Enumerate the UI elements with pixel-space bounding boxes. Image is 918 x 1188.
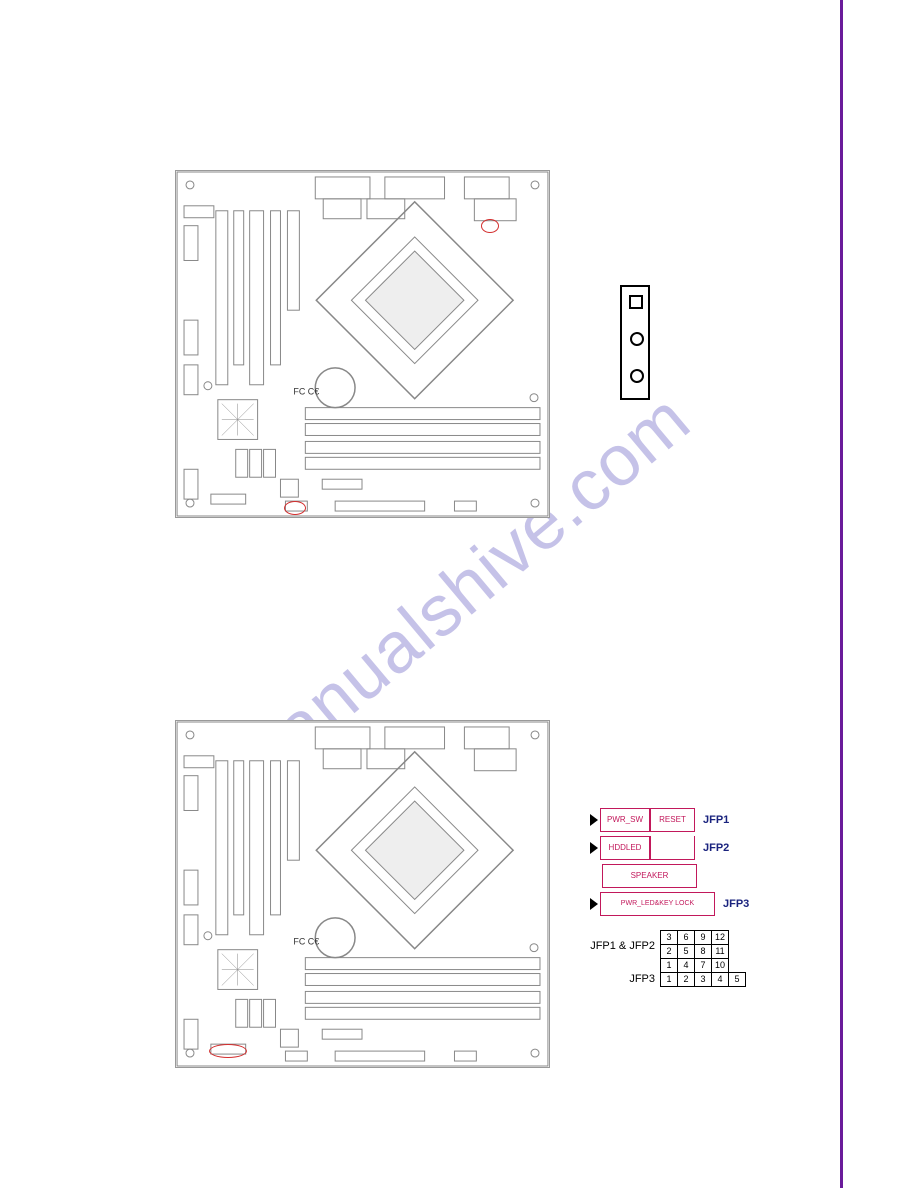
- jfp-box-pwrled: PWR_LED&KEY LOCK: [600, 892, 715, 916]
- pin-cell: 4: [712, 973, 729, 987]
- pin-cell: 4: [678, 959, 695, 973]
- svg-text:FC C€: FC C€: [293, 387, 319, 397]
- jfp12-table-label: JFP1 & JFP2: [570, 940, 655, 952]
- table-row: 1 4 7 10: [661, 959, 729, 973]
- pin-cell: 5: [729, 973, 746, 987]
- triangle-icon: [590, 898, 598, 910]
- motherboard-svg-2: FC C€: [176, 721, 549, 1067]
- pin-cell: 2: [678, 973, 695, 987]
- jfp-box-speaker: SPEAKER: [602, 864, 697, 888]
- motherboard-diagram-top: FC C€: [175, 170, 550, 518]
- page: manualshive.com: [0, 0, 918, 1188]
- pin-cell: 1: [661, 973, 678, 987]
- jfp-row-1: PWR_SWRESET JFP1: [590, 808, 820, 836]
- jfp-box-reset: RESET: [650, 808, 695, 832]
- jfp-box-empty: [650, 836, 695, 860]
- jfp-block-diagram: PWR_SWRESET JFP1 HDDLED JFP2 SPEAKER PWR_L…: [590, 808, 820, 920]
- callout-circle-1a: [481, 219, 499, 233]
- table-row: 1 2 3 4 5: [661, 973, 746, 987]
- connector-pin-1-square: [629, 295, 643, 309]
- callout-circle-2: [209, 1044, 247, 1058]
- callout-circle-1b: [284, 501, 306, 515]
- motherboard-diagram-bottom: FC C€: [175, 720, 550, 1068]
- jfp2-label: JFP2: [703, 842, 729, 854]
- jfp-row-2: HDDLED JFP2: [590, 836, 820, 864]
- connector-3pin-diagram: [620, 285, 650, 400]
- connector-pin-3-circle: [630, 369, 644, 383]
- pin-cell: 11: [712, 945, 729, 959]
- pin-cell: 12: [712, 931, 729, 945]
- jfp3-label: JFP3: [723, 898, 749, 910]
- page-right-rule: [840, 0, 843, 1188]
- jfp-box-hddled: HDDLED: [600, 836, 650, 860]
- jfp-box-pwrsw: PWR_SW: [600, 808, 650, 832]
- pin-cell: 2: [661, 945, 678, 959]
- jfp3-table-label: JFP3: [570, 973, 655, 985]
- connector-pin-2-circle: [630, 332, 644, 346]
- table-row: 2 5 8 11: [661, 945, 729, 959]
- jfp3-pin-table: 1 2 3 4 5: [660, 972, 746, 987]
- pin-cell: 1: [661, 959, 678, 973]
- pin-cell: 7: [695, 959, 712, 973]
- pin-cell: 10: [712, 959, 729, 973]
- pin-cell: 3: [661, 931, 678, 945]
- triangle-icon: [590, 814, 598, 826]
- jfp1-label: JFP1: [703, 814, 729, 826]
- pin-cell: 8: [695, 945, 712, 959]
- jfp-row-3: SPEAKER: [590, 864, 820, 892]
- triangle-icon: [590, 842, 598, 854]
- table-row: 3 6 9 12: [661, 931, 729, 945]
- pin-cell: 5: [678, 945, 695, 959]
- pin-cell: 9: [695, 931, 712, 945]
- pin-cell: 6: [678, 931, 695, 945]
- svg-text:FC C€: FC C€: [293, 937, 319, 947]
- jfp12-pin-table: 3 6 9 12 2 5 8 11 1 4 7 10: [660, 930, 729, 973]
- jfp-row-4: PWR_LED&KEY LOCK JFP3: [590, 892, 820, 920]
- pin-cell: 3: [695, 973, 712, 987]
